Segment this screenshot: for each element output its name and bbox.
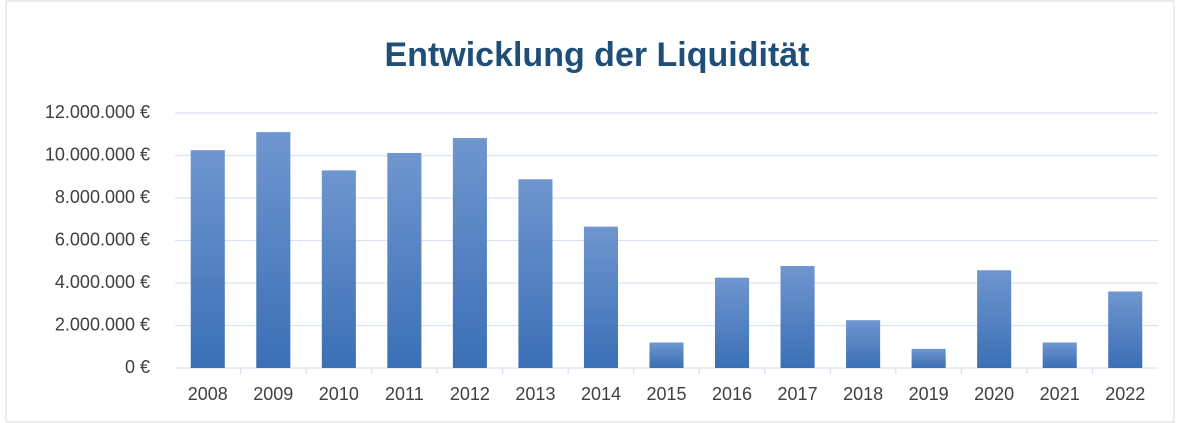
x-tick-label: 2018 — [843, 384, 883, 404]
x-tick-label: 2013 — [515, 384, 555, 404]
x-tick-label: 2010 — [319, 384, 359, 404]
bar — [1042, 342, 1077, 368]
y-tick-label: 12.000.000 € — [45, 102, 150, 122]
x-tick-label: 2021 — [1040, 384, 1080, 404]
bar — [649, 342, 684, 368]
x-tick-label: 2012 — [450, 384, 490, 404]
y-tick-label: 6.000.000 € — [55, 229, 150, 249]
x-tick-label: 2020 — [974, 384, 1014, 404]
x-tick-label: 2016 — [712, 384, 752, 404]
bar — [321, 170, 356, 368]
x-tick-label: 2017 — [778, 384, 818, 404]
bar — [518, 179, 553, 368]
bar — [846, 320, 881, 368]
bar — [911, 348, 946, 368]
bar — [977, 270, 1012, 368]
x-tick-label: 2019 — [909, 384, 949, 404]
bar — [780, 266, 815, 368]
bar — [452, 138, 487, 368]
x-tick-label: 2011 — [385, 384, 424, 404]
x-tick-label: 2009 — [253, 384, 293, 404]
x-tick-label: 2015 — [646, 384, 686, 404]
y-tick-label: 4.000.000 € — [55, 272, 150, 292]
y-tick-label: 0 € — [125, 357, 150, 377]
bar — [1108, 291, 1143, 368]
bar — [583, 226, 619, 368]
y-tick-label: 10.000.000 € — [45, 144, 150, 164]
y-tick-label: 2.000.000 € — [55, 314, 150, 334]
bar — [190, 150, 225, 368]
x-tick-label: 2008 — [188, 384, 228, 404]
chart-title: Entwicklung der Liquidität — [385, 36, 810, 74]
y-tick-label: 8.000.000 € — [55, 187, 150, 207]
bar — [387, 152, 422, 368]
x-tick-label: 2022 — [1105, 384, 1145, 404]
bar — [714, 277, 750, 368]
x-tick-label: 2014 — [581, 384, 621, 404]
bar — [256, 132, 291, 368]
